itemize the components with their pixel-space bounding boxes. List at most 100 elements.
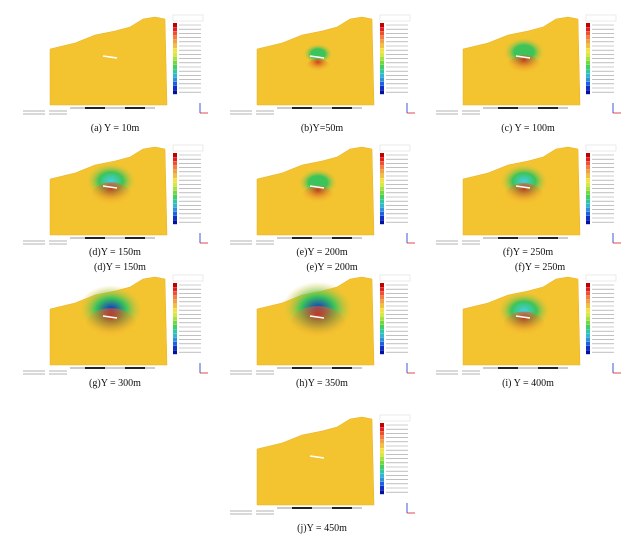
info-text-block: [23, 110, 67, 115]
legend-swatch: [586, 178, 590, 183]
legend-swatch: [586, 153, 590, 157]
legend-swatch: [380, 477, 384, 482]
info-text-block: [230, 240, 274, 245]
color-legend: [379, 144, 411, 225]
legend-swatch: [173, 48, 177, 53]
axis-triad-icon: [199, 233, 208, 244]
legend-swatch: [173, 23, 177, 27]
tunnel-opening: [309, 455, 325, 459]
legend-swatch: [380, 316, 384, 321]
legend-swatch: [173, 216, 177, 220]
legend-swatch: [586, 31, 590, 36]
panel-caption: (h)Y = 350m: [296, 378, 348, 389]
legend-swatch: [380, 456, 384, 461]
legend-swatch: [380, 431, 384, 436]
axis-triad-icon: [612, 233, 621, 244]
legend-swatch: [380, 287, 384, 292]
legend-swatch: [380, 452, 384, 457]
caption-overlap-e: (e)Y = 200m: [306, 262, 358, 273]
legend-swatch: [380, 178, 384, 183]
terrain-field: [49, 16, 168, 106]
legend-swatch: [173, 73, 177, 78]
contour-panel: (c) Y = 100m: [428, 5, 624, 135]
legend-swatch: [586, 35, 590, 40]
legend-swatch: [173, 295, 177, 300]
tension-zone: [301, 185, 335, 209]
legend-swatch: [586, 39, 590, 44]
tunnel-opening: [309, 185, 325, 189]
legend-swatch: [380, 448, 384, 453]
contour-panel: (g)Y = 300m: [15, 265, 215, 395]
legend-swatch: [173, 312, 177, 317]
color-legend: [585, 14, 617, 95]
legend-swatch: [380, 60, 384, 65]
tension-zone: [502, 311, 546, 343]
contour-plot: [23, 14, 208, 115]
legend-swatch: [380, 473, 384, 478]
legend-swatch: [173, 203, 177, 208]
scale-bar: [483, 237, 568, 239]
panel-caption: (b)Y=50m: [300, 123, 344, 134]
legend-swatch: [380, 486, 384, 490]
tunnel-opening: [309, 55, 325, 59]
panel-caption: (a) Y = 10m: [90, 123, 140, 134]
tension-zone: [506, 55, 542, 79]
legend-swatch: [173, 44, 177, 48]
legend-swatch: [586, 291, 590, 296]
legend-swatch: [173, 52, 177, 57]
legend-swatch: [586, 287, 590, 292]
contour-plot: [436, 144, 621, 245]
tunnel-opening: [515, 185, 531, 189]
legend-swatch: [586, 186, 590, 191]
legend-swatch: [173, 333, 177, 338]
legend-swatch: [586, 157, 590, 162]
legend-swatch: [173, 287, 177, 292]
legend-swatch: [380, 465, 384, 469]
tunnel-opening: [515, 55, 531, 59]
legend-swatch: [380, 308, 384, 313]
legend-swatch: [380, 423, 384, 427]
color-legend: [172, 14, 204, 95]
legend-swatch: [380, 469, 384, 474]
legend-swatch: [173, 329, 177, 334]
panel-caption: (d)Y = 150m: [89, 247, 141, 258]
legend-swatch: [380, 325, 384, 329]
legend-swatch: [173, 190, 177, 195]
info-text-block: [230, 370, 274, 375]
legend-swatch: [173, 350, 177, 355]
legend-swatch: [380, 48, 384, 53]
contour-plot: [230, 144, 415, 245]
stress-zone: [495, 29, 553, 71]
legend-swatch: [173, 169, 177, 174]
tension-zone: [84, 308, 138, 346]
legend-swatch: [380, 90, 384, 95]
legend-swatch: [380, 341, 384, 346]
legend-swatch: [380, 77, 384, 82]
legend-swatch: [173, 69, 177, 74]
legend-swatch: [380, 153, 384, 157]
legend-swatch: [173, 220, 177, 225]
legend-swatch: [380, 195, 384, 199]
legend-swatch: [173, 35, 177, 40]
tunnel-opening: [102, 55, 118, 59]
info-text-block: [436, 370, 480, 375]
legend-swatch: [586, 320, 590, 325]
terrain-field: [256, 416, 375, 506]
legend-swatch: [380, 312, 384, 317]
contour-panel: (e)Y = 200m: [222, 135, 422, 265]
contour-panel: (a) Y = 10m: [15, 5, 215, 135]
contour-plot: [23, 144, 208, 245]
legend-swatch: [380, 56, 384, 61]
legend-swatch: [586, 86, 590, 90]
legend-swatch: [586, 56, 590, 61]
info-text-block: [23, 370, 67, 375]
legend-swatch: [173, 90, 177, 95]
contour-plot: [230, 14, 415, 115]
legend-swatch: [380, 337, 384, 342]
contour-panel: (j)Y = 450m: [222, 405, 422, 535]
legend-swatch: [380, 481, 384, 486]
legend-swatch: [380, 333, 384, 338]
legend-swatch: [173, 77, 177, 82]
legend-swatch: [380, 444, 384, 448]
axis-triad-icon: [406, 503, 415, 514]
